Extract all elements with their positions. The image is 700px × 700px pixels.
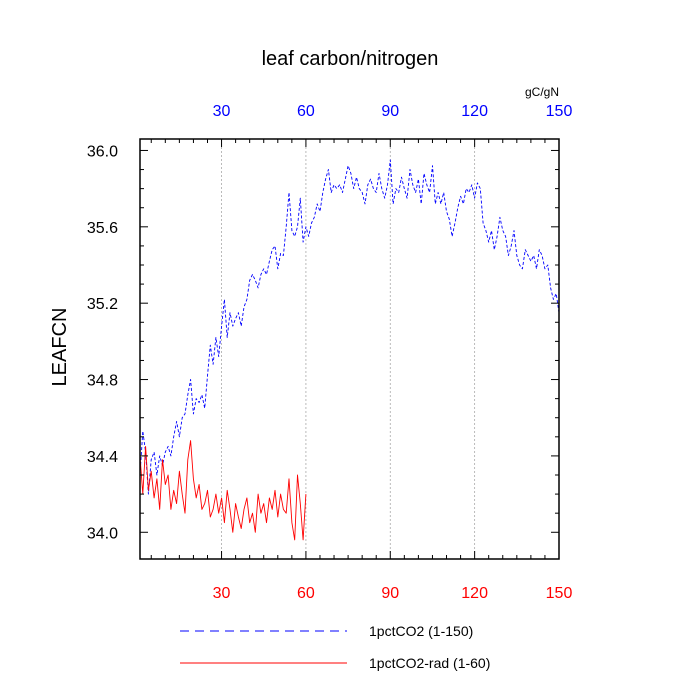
y-tick-label: 34.8 xyxy=(87,373,118,390)
chart-title: leaf carbon/nitrogen xyxy=(262,48,439,70)
legend-label-1pctco2-rad: 1pctCO2-rad (1-60) xyxy=(369,655,490,671)
legend-label-1pctco2: 1pctCO2 (1-150) xyxy=(369,623,473,639)
plot-frame xyxy=(139,138,560,560)
y-tick-label: 35.2 xyxy=(87,296,118,313)
y-tick-label: 36.0 xyxy=(87,143,118,160)
x-tick-label-top: 150 xyxy=(546,103,573,120)
series-line-1pctco2-rad xyxy=(139,440,307,541)
grid-lines xyxy=(221,139,476,559)
x-tick-label-top: 60 xyxy=(297,103,315,120)
x-tick-label-top: 90 xyxy=(381,103,399,120)
x-tick-label-bottom: 150 xyxy=(546,585,573,602)
legend: 1pctCO2 (1-150) 1pctCO2-rad (1-60) xyxy=(180,623,490,671)
x-tick-label-bottom: 90 xyxy=(381,585,399,602)
x-tick-label-bottom: 30 xyxy=(213,585,231,602)
y-tick-label: 34.4 xyxy=(87,449,118,466)
x-tick-label-top: 30 xyxy=(213,103,231,120)
x-tick-label-bottom: 60 xyxy=(297,585,315,602)
y-tick-label: 35.6 xyxy=(87,220,118,237)
x-tick-label-bottom: 120 xyxy=(461,585,488,602)
y-tick-label: 34.0 xyxy=(87,525,118,542)
series-line-1pctco2 xyxy=(139,159,560,495)
x-tick-label-top: 120 xyxy=(461,103,488,120)
units-label: gC/gN xyxy=(525,85,559,99)
axis-ticks: 30 30 60 60 90 90 120 120 150 150 34.0 34.4 34.8 35.2… xyxy=(87,103,573,602)
y-axis-label: LEAFCN xyxy=(49,308,71,387)
series-lines xyxy=(139,159,560,541)
